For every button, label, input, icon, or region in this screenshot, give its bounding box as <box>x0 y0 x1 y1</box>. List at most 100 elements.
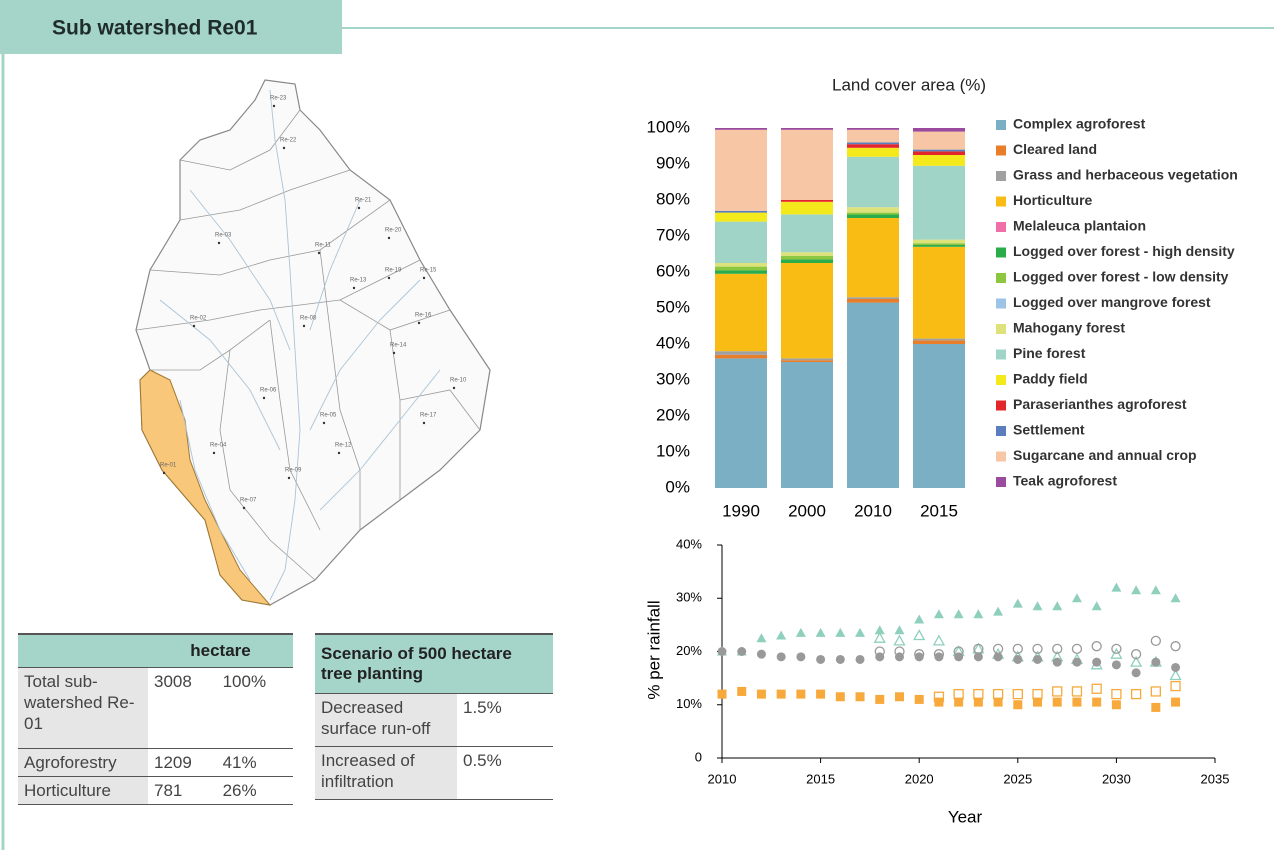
map-label: Re-01 <box>160 463 177 469</box>
legend-swatch <box>996 451 1006 462</box>
map-point <box>352 286 356 290</box>
point <box>1013 700 1023 710</box>
map-label: Re-21 <box>355 198 372 204</box>
point <box>796 689 806 699</box>
map-point <box>302 324 306 328</box>
bar-segment <box>715 210 767 213</box>
point <box>953 688 964 700</box>
point <box>973 643 984 654</box>
map-point <box>262 396 266 400</box>
map-point <box>282 146 286 150</box>
point <box>1171 662 1181 672</box>
x-tick-label: 2025 <box>1003 771 1032 786</box>
bar-segment <box>715 221 767 263</box>
point <box>993 697 1003 707</box>
point <box>954 652 964 662</box>
bar-segment <box>715 128 767 130</box>
y-tick-label: 70% <box>656 225 690 244</box>
legend-label: Logged over forest - high density <box>1013 243 1235 259</box>
legend-swatch <box>996 400 1006 411</box>
x-tick-label: 2010 <box>708 771 737 786</box>
map-point <box>212 451 216 455</box>
map-point <box>217 241 221 245</box>
point <box>1111 700 1121 710</box>
point <box>1032 643 1043 654</box>
point <box>1169 669 1182 681</box>
table-cell: Horticulture <box>18 776 148 805</box>
bar-segment <box>913 344 965 488</box>
bar-segment <box>847 147 899 157</box>
legend-label: Mahogany forest <box>1013 320 1125 336</box>
legend-label: Teak agroforest <box>1013 473 1117 489</box>
point <box>1052 643 1063 654</box>
point <box>1111 688 1122 700</box>
table-cell: 781 <box>148 776 217 805</box>
map-label: Re-14 <box>390 343 407 349</box>
map-point <box>192 324 196 328</box>
table-cell: 26% <box>216 776 293 805</box>
point <box>934 652 944 662</box>
point <box>1052 686 1063 697</box>
bar-segment <box>913 149 965 152</box>
legend-swatch <box>996 247 1006 258</box>
point <box>914 652 924 662</box>
point <box>1151 657 1161 667</box>
point <box>835 627 846 637</box>
point <box>973 652 983 662</box>
bar-segment <box>715 266 767 271</box>
legend-label: Horticulture <box>1013 192 1093 208</box>
page-title: Sub watershed Re01 <box>52 17 258 40</box>
bar-segment <box>913 338 965 341</box>
x-tick-label: 2015 <box>920 501 958 520</box>
rivers <box>159 89 441 601</box>
point <box>1092 657 1102 667</box>
point <box>795 627 806 637</box>
map-point <box>452 386 456 390</box>
point <box>992 643 1004 654</box>
y-tick-label: 80% <box>656 189 690 208</box>
point <box>973 609 984 619</box>
point <box>1151 702 1161 712</box>
point <box>1131 668 1141 678</box>
point <box>756 689 766 699</box>
legend-swatch <box>996 324 1006 334</box>
bar-segment <box>781 129 833 200</box>
map-point <box>417 321 421 325</box>
map-label: Re-05 <box>320 413 337 419</box>
bar-segment <box>715 354 767 359</box>
map-point <box>322 421 326 425</box>
x-tick-label: 1990 <box>722 501 760 520</box>
map-label: Re-11 <box>315 243 332 249</box>
map-label: Re-02 <box>190 316 207 322</box>
point <box>894 692 904 702</box>
bar-segment <box>847 302 899 488</box>
point <box>1150 585 1161 595</box>
map-point <box>392 351 396 355</box>
table-cell: Decreased surface run-off <box>315 693 457 747</box>
y-axis-title: % per rainfall <box>644 600 663 699</box>
watershed-outline <box>135 79 491 606</box>
bar-segment <box>847 129 899 143</box>
legend-label: Logged over mangrove forest <box>1013 294 1211 310</box>
point <box>1013 654 1023 664</box>
legend-label: Logged over forest - low density <box>1013 269 1229 285</box>
point <box>756 649 766 659</box>
bar-segment <box>781 128 833 130</box>
table-cell: 41% <box>216 748 293 777</box>
bar-segment <box>715 129 767 211</box>
bar-segment <box>715 270 767 274</box>
map-label: Re-15 <box>420 268 437 274</box>
point <box>1150 635 1161 646</box>
y-tick-label: 30% <box>676 590 702 605</box>
point <box>893 634 906 646</box>
y-tick-label: 40% <box>676 536 702 551</box>
point <box>1170 641 1181 652</box>
table-cell: 3008 <box>148 667 217 749</box>
table-cell: Increased of infiltration <box>315 746 457 800</box>
point <box>776 630 787 640</box>
x-tick-label: 2015 <box>806 771 835 786</box>
map-point <box>242 506 246 510</box>
point <box>835 654 845 664</box>
point <box>1072 657 1082 667</box>
map-point <box>337 451 341 455</box>
